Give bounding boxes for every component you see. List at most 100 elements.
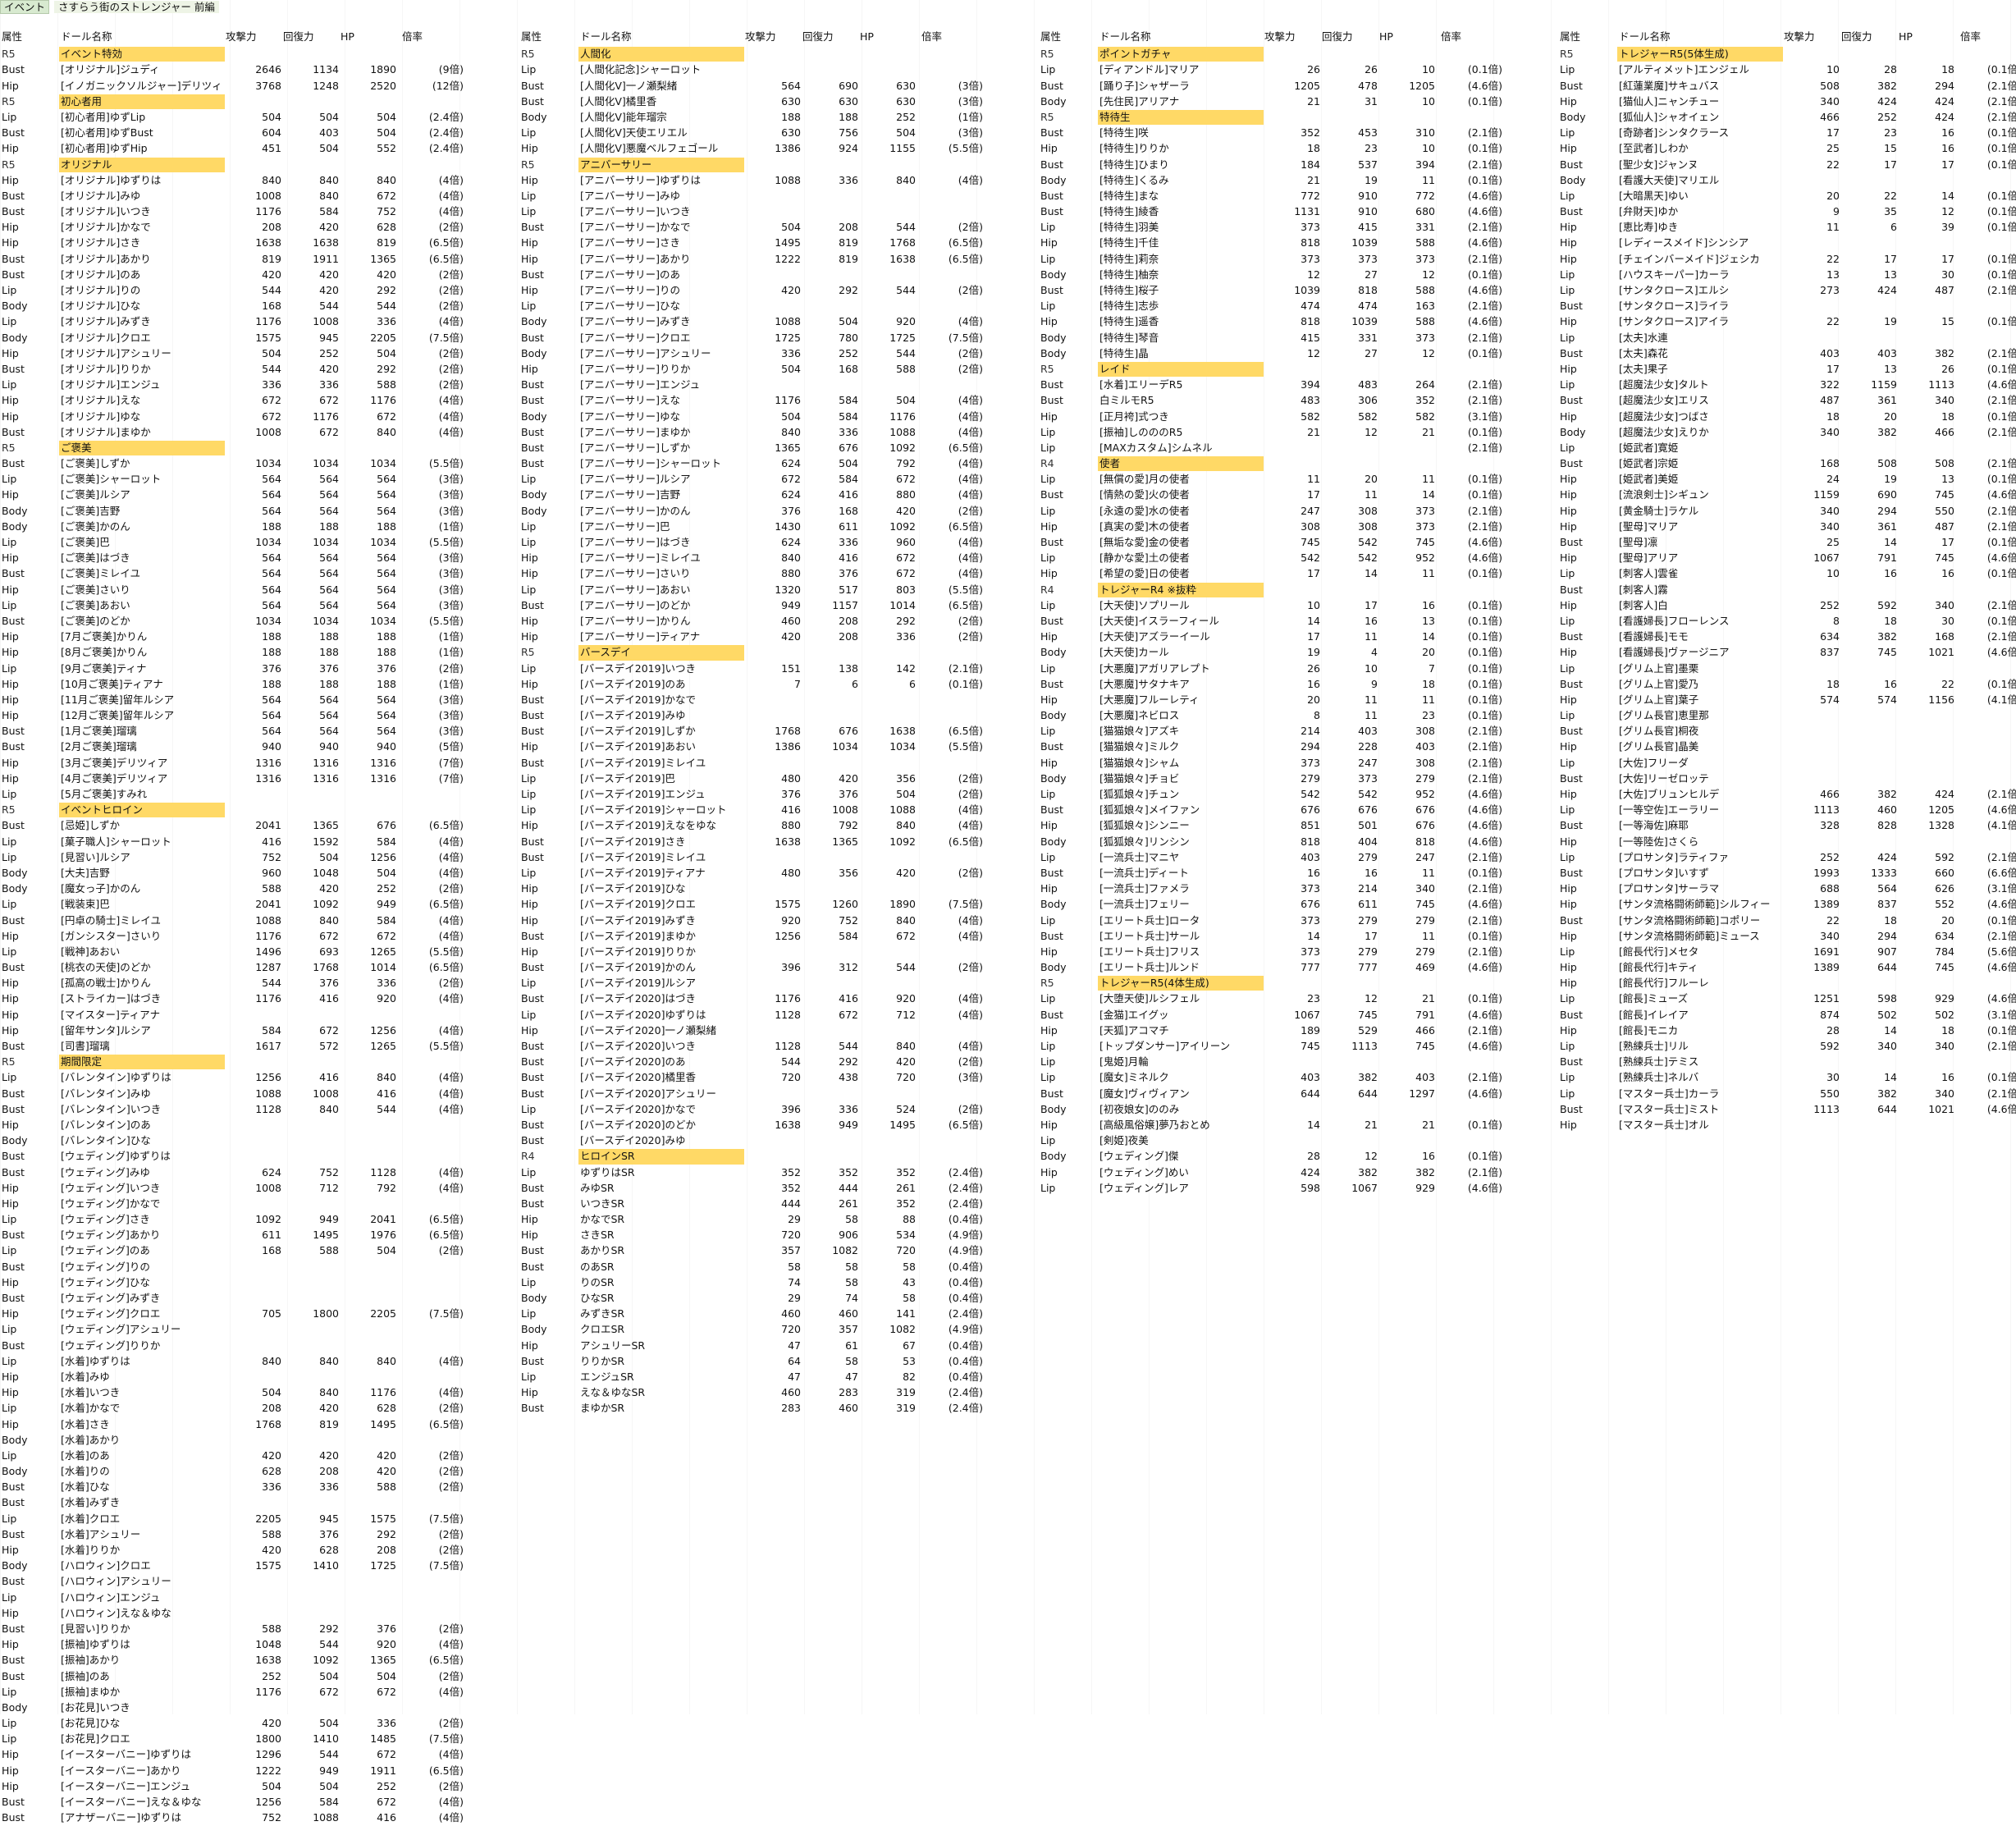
cell-mul[interactable]: (2倍) <box>438 882 464 895</box>
cell-name[interactable]: [狐狐娘々]メイファン <box>1099 803 1200 817</box>
cell-hp[interactable]: 319 <box>896 1402 916 1415</box>
cell-attr[interactable]: Bust <box>521 961 544 974</box>
cell-name[interactable]: [ウェディング]りの <box>61 1260 150 1273</box>
cell-rec[interactable]: 18 <box>1884 614 1897 627</box>
cell-name[interactable]: [プロサンタ]サーラマ <box>1619 882 1720 895</box>
cell-atk[interactable]: 1159 <box>1813 488 1840 501</box>
cell-mul[interactable]: (3倍) <box>958 79 983 92</box>
cell-name[interactable]: [大暗黒天]ゆい <box>1619 189 1689 202</box>
cell-hp[interactable]: 544 <box>377 300 396 313</box>
cell-hp[interactable]: 1976 <box>370 1229 396 1242</box>
cell-attr[interactable]: Hip <box>521 1213 538 1226</box>
header-attr[interactable]: 属性 <box>2 30 23 43</box>
cell-name[interactable]: [プロサンタ]ラティファ <box>1619 850 1730 863</box>
cell-attr[interactable]: Body <box>2 519 28 533</box>
cell-name[interactable]: [大天使]アズラーイール <box>1099 630 1210 643</box>
cell-name[interactable]: [サンタ流格闘術師範]シルフィー <box>1619 898 1771 911</box>
cell-attr[interactable]: Lip <box>521 63 537 76</box>
cell-name[interactable]: [至武者]しわか <box>1619 142 1689 155</box>
cell-mul[interactable]: (4倍) <box>438 1811 464 1824</box>
cell-attr[interactable]: Hip <box>521 614 538 627</box>
cell-name[interactable]: [振袖]のあ <box>61 1669 110 1682</box>
cell-attr[interactable]: Lip <box>1040 1055 1056 1069</box>
cell-atk[interactable]: 1034 <box>255 536 281 548</box>
cell-name[interactable]: [水着]いつき <box>61 1386 121 1399</box>
cell-rec[interactable]: 420 <box>319 362 339 375</box>
header-mul[interactable]: 倍率 <box>921 30 943 43</box>
cell-mul[interactable]: (4倍) <box>438 1165 464 1178</box>
cell-atk[interactable]: 373 <box>1301 221 1320 234</box>
cell-attr[interactable]: Body <box>521 488 547 501</box>
cell-atk[interactable]: 17 <box>1826 362 1840 375</box>
cell-hp[interactable]: 382 <box>1935 346 1954 359</box>
cell-attr[interactable]: Lip <box>1560 1071 1575 1084</box>
cell-name[interactable]: [水着]りの <box>61 1465 110 1478</box>
cell-hp[interactable]: 11 <box>1422 567 1435 580</box>
cell-hp[interactable]: 544 <box>896 284 916 296</box>
cell-atk[interactable]: 504 <box>781 221 801 234</box>
cell-hp[interactable]: 1113 <box>1928 378 1954 391</box>
cell-name[interactable]: [ディアンドル]マリア <box>1099 63 1200 76</box>
cell-attr[interactable]: Hip <box>1560 882 1577 895</box>
cell-mul[interactable]: (4.6倍) <box>1467 1181 1502 1194</box>
cell-attr[interactable]: Bust <box>2 1260 25 1273</box>
cell-atk[interactable]: 9 <box>1833 205 1840 218</box>
cell-hp[interactable]: 784 <box>1935 945 1954 958</box>
cell-attr[interactable]: Body <box>2 1433 28 1446</box>
cell-name[interactable]: [アニバーサリー]えな <box>580 394 681 407</box>
cell-atk[interactable]: 1256 <box>255 1071 281 1084</box>
cell-name[interactable]: [留年サンタ]ルシア <box>61 1023 151 1037</box>
cell-attr[interactable]: Hip <box>2 583 19 596</box>
cell-hp[interactable]: 336 <box>377 315 396 328</box>
cell-hp[interactable]: 672 <box>377 929 396 942</box>
cell-attr[interactable]: Bust <box>1560 300 1583 313</box>
cell-name[interactable]: [人間化V]橘里香 <box>580 94 657 108</box>
cell-attr[interactable]: Hip <box>2 771 19 785</box>
cell-rec[interactable]: 11 <box>1365 488 1378 501</box>
cell-atk[interactable]: 376 <box>781 504 801 517</box>
cell-mul[interactable]: (0.1倍) <box>1986 189 2016 202</box>
cell-hp[interactable]: 18 <box>1941 63 1954 76</box>
cell-name[interactable]: [水着]クロエ <box>61 1512 121 1525</box>
cell-attr[interactable]: Bust <box>2 1165 25 1178</box>
cell-rec[interactable]: 453 <box>1358 126 1378 140</box>
cell-hp[interactable]: 504 <box>377 110 396 123</box>
cell-hp[interactable]: 43 <box>903 1275 916 1288</box>
cell-rec[interactable]: 745 <box>1877 646 1897 659</box>
cell-attr[interactable]: Hip <box>2 1118 19 1131</box>
cell-rec[interactable]: 460 <box>1877 803 1897 817</box>
cell-mul[interactable]: (0.1倍) <box>1986 1023 2016 1037</box>
cell-mul[interactable]: (2倍) <box>438 1480 464 1494</box>
cell-mul[interactable]: (2.1倍) <box>1986 788 2016 800</box>
cell-attr[interactable]: Bust <box>2 268 25 281</box>
cell-atk[interactable]: 184 <box>1301 158 1320 171</box>
cell-rec[interactable]: 382 <box>1877 630 1897 643</box>
cell-attr[interactable]: Hip <box>2 1417 19 1430</box>
cell-hp[interactable]: 88 <box>903 1213 916 1226</box>
cell-hp[interactable]: 279 <box>1415 945 1435 958</box>
cell-attr[interactable]: Hip <box>521 630 538 643</box>
cell-atk[interactable]: 283 <box>781 1402 801 1415</box>
cell-name[interactable]: [オリジナル]ゆな <box>61 410 141 423</box>
cell-name[interactable]: [マスター兵士]ミスト <box>1619 1102 1720 1115</box>
cell-rec[interactable]: 188 <box>319 646 339 659</box>
cell-name[interactable]: [ウェディング]クロエ <box>61 1307 161 1320</box>
cell-name[interactable]: [猫猫娘々]ミルク <box>1099 740 1180 753</box>
cell-atk[interactable]: 1575 <box>775 898 801 911</box>
cell-attr[interactable]: Bust <box>521 1055 544 1069</box>
cell-name[interactable]: ご褒美 <box>59 440 225 456</box>
cell-mul[interactable]: (0.1倍) <box>1986 536 2016 548</box>
cell-atk[interactable]: 16 <box>1307 866 1320 879</box>
header-atk[interactable]: 攻撃力 <box>1784 30 1815 43</box>
cell-hp[interactable]: 952 <box>1415 788 1435 800</box>
cell-attr[interactable]: Bust <box>521 598 544 611</box>
cell-name[interactable]: クロエSR <box>580 1323 625 1336</box>
cell-name[interactable]: [超魔法少女]エリス <box>1619 394 1709 407</box>
cell-mul[interactable]: (7.5倍) <box>428 1512 464 1525</box>
cell-attr[interactable]: Hip <box>2 488 19 501</box>
cell-rec[interactable]: 444 <box>839 1181 858 1194</box>
cell-hp[interactable]: 1485 <box>370 1732 396 1746</box>
cell-hp[interactable]: 504 <box>896 126 916 140</box>
cell-rec[interactable]: 308 <box>1358 519 1378 533</box>
cell-attr[interactable]: Hip <box>1560 788 1577 800</box>
